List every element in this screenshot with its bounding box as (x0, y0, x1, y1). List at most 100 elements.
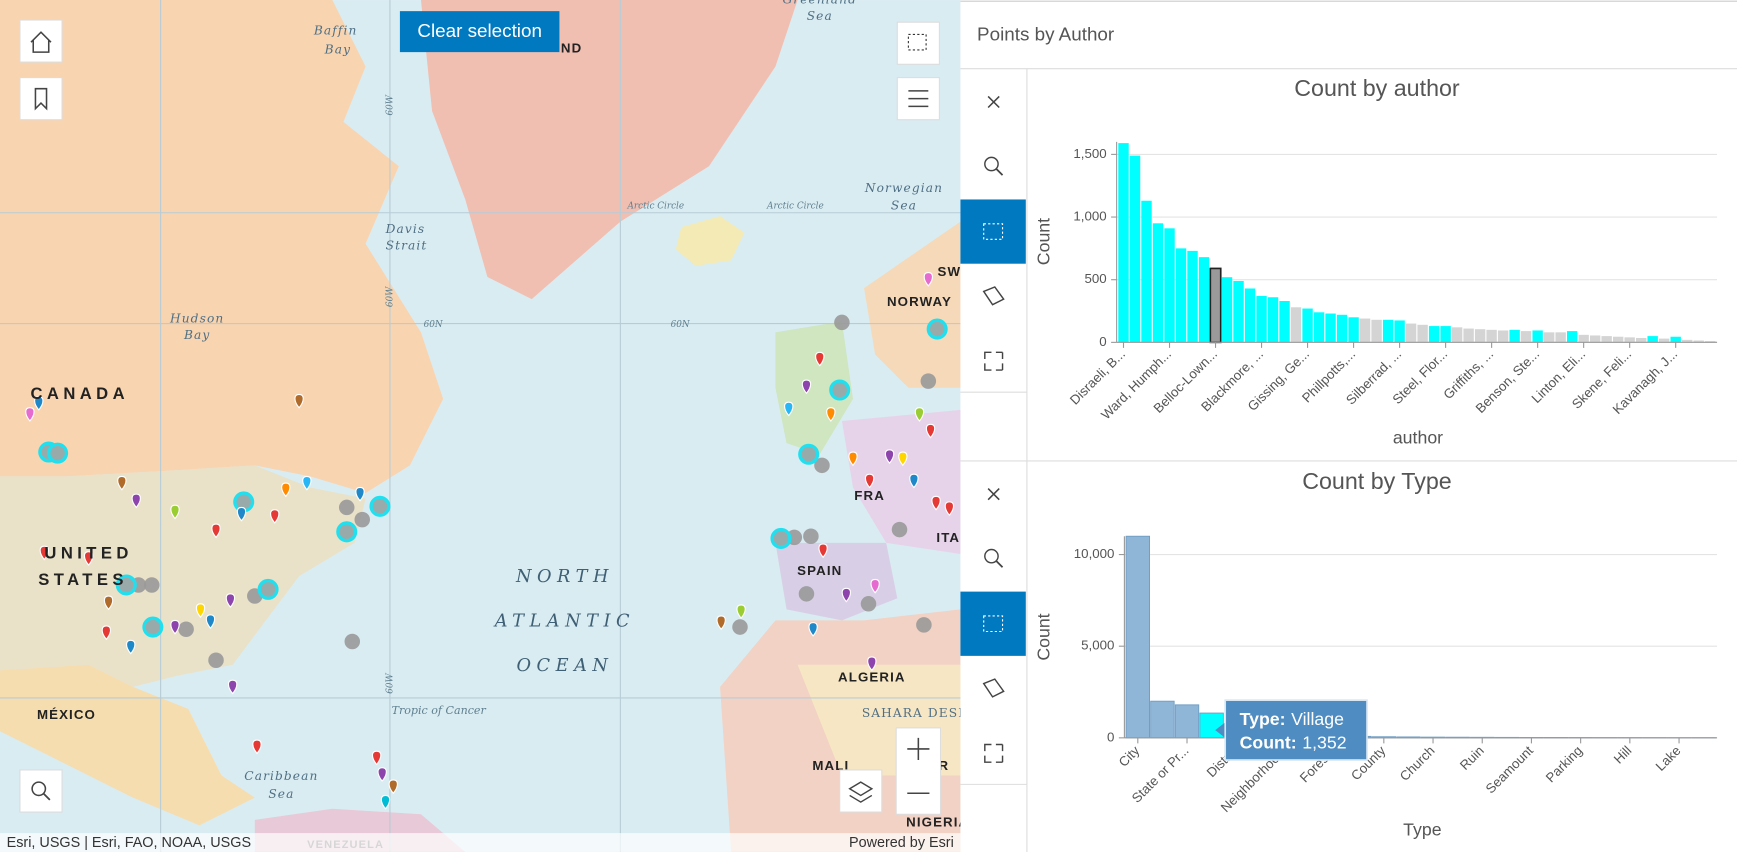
close-icon[interactable] (987, 488, 1000, 501)
pin (270, 509, 280, 524)
bar[interactable] (1693, 340, 1704, 343)
zoom-icons (907, 737, 930, 795)
bar[interactable] (1256, 295, 1267, 343)
map-label: ALGERIA (838, 670, 906, 685)
selection-icon (983, 223, 1004, 240)
bar[interactable] (1497, 330, 1509, 343)
legend-icon (908, 90, 929, 108)
bar[interactable] (1267, 297, 1279, 343)
bar[interactable] (1670, 336, 1681, 343)
home-button[interactable] (19, 19, 63, 63)
bar[interactable] (1543, 332, 1555, 343)
pin (925, 423, 936, 439)
bar[interactable] (1440, 326, 1451, 343)
bar[interactable] (1125, 535, 1150, 739)
bar[interactable] (1244, 288, 1256, 343)
bar[interactable] (1578, 334, 1589, 343)
bar[interactable] (1417, 324, 1428, 343)
bar[interactable] (1174, 704, 1200, 739)
bar[interactable] (1187, 250, 1198, 343)
bar[interactable] (1221, 277, 1233, 343)
pin (818, 543, 828, 559)
bar[interactable] (1589, 335, 1601, 343)
pin (101, 625, 112, 641)
tag-icon[interactable] (982, 286, 1005, 306)
layers-button[interactable] (839, 769, 883, 813)
bar[interactable] (1359, 318, 1371, 343)
bar[interactable] (1463, 328, 1474, 343)
close-icon[interactable] (987, 95, 1000, 109)
bar[interactable] (1428, 326, 1440, 343)
clear-selection-button[interactable] (399, 11, 560, 53)
bar[interactable] (1233, 280, 1244, 343)
bar[interactable] (1451, 327, 1463, 343)
pin (826, 407, 836, 422)
bar[interactable] (1164, 228, 1175, 343)
bar[interactable] (1601, 336, 1612, 343)
bar[interactable] (1209, 267, 1222, 344)
search-icon (31, 781, 47, 797)
map-label: Baffin (313, 24, 358, 38)
bar[interactable] (1405, 323, 1417, 343)
pin (801, 379, 812, 395)
expand-icon[interactable] (984, 743, 1004, 763)
bar[interactable] (1290, 307, 1302, 343)
bar[interactable] (1129, 155, 1141, 343)
bar[interactable] (1658, 338, 1670, 343)
bar[interactable] (1302, 308, 1313, 343)
bar[interactable] (1199, 712, 1224, 739)
markers (25, 272, 955, 810)
bar[interactable] (1313, 312, 1325, 343)
expand-icon[interactable] (984, 351, 1004, 371)
tag-icon[interactable] (982, 678, 1005, 698)
bar[interactable] (1532, 330, 1543, 343)
bar[interactable] (1371, 319, 1382, 343)
selected-cluster (926, 318, 948, 340)
bar[interactable] (1624, 337, 1635, 343)
bar[interactable] (1152, 223, 1164, 343)
pin (103, 595, 114, 611)
bar[interactable] (1382, 319, 1394, 343)
bar[interactable] (1647, 336, 1658, 343)
bar[interactable] (1635, 337, 1647, 343)
bar[interactable] (1555, 332, 1566, 343)
select-button[interactable] (896, 21, 940, 65)
cluster (732, 619, 748, 635)
pin (302, 475, 312, 491)
bar[interactable] (1474, 329, 1486, 343)
selection-tool-active[interactable] (960, 591, 1026, 656)
bar[interactable] (1509, 329, 1520, 343)
bar[interactable] (1520, 331, 1532, 343)
bar[interactable] (1486, 329, 1497, 343)
y-tick-label: 1,500 (1073, 146, 1106, 161)
y-axis-title: Count (1033, 218, 1053, 265)
pin (117, 475, 127, 491)
bar[interactable] (1198, 257, 1210, 343)
map-labels: Greenland Sea Baffin Bay ND Davis Strait… (30, 0, 968, 851)
map[interactable]: Greenland Sea Baffin Bay ND Davis Strait… (0, 0, 969, 852)
bar[interactable] (1141, 200, 1152, 343)
bar[interactable] (1705, 341, 1716, 343)
bar[interactable] (1336, 314, 1348, 343)
bar[interactable] (1150, 700, 1175, 739)
bar[interactable] (1348, 317, 1359, 343)
pin (211, 523, 221, 539)
bar[interactable] (1279, 301, 1290, 343)
bookmark-button[interactable] (19, 77, 63, 121)
selected-cluster (257, 578, 279, 600)
search-button[interactable] (19, 769, 63, 813)
bar[interactable] (1118, 143, 1129, 343)
tooltip-key: Type: (1240, 709, 1286, 729)
selection-tool-active[interactable] (960, 199, 1026, 264)
bar[interactable] (1681, 339, 1693, 343)
map-label: MÉXICO (37, 707, 96, 722)
bar[interactable] (1175, 248, 1187, 343)
zoom-icon[interactable] (984, 156, 999, 172)
bar[interactable] (1394, 320, 1405, 343)
zoom-icon[interactable] (984, 548, 999, 564)
bar[interactable] (1566, 331, 1578, 343)
cluster (354, 511, 370, 528)
bar[interactable] (1612, 336, 1624, 343)
button-label: Clear selection (417, 20, 542, 41)
bar[interactable] (1325, 313, 1336, 343)
